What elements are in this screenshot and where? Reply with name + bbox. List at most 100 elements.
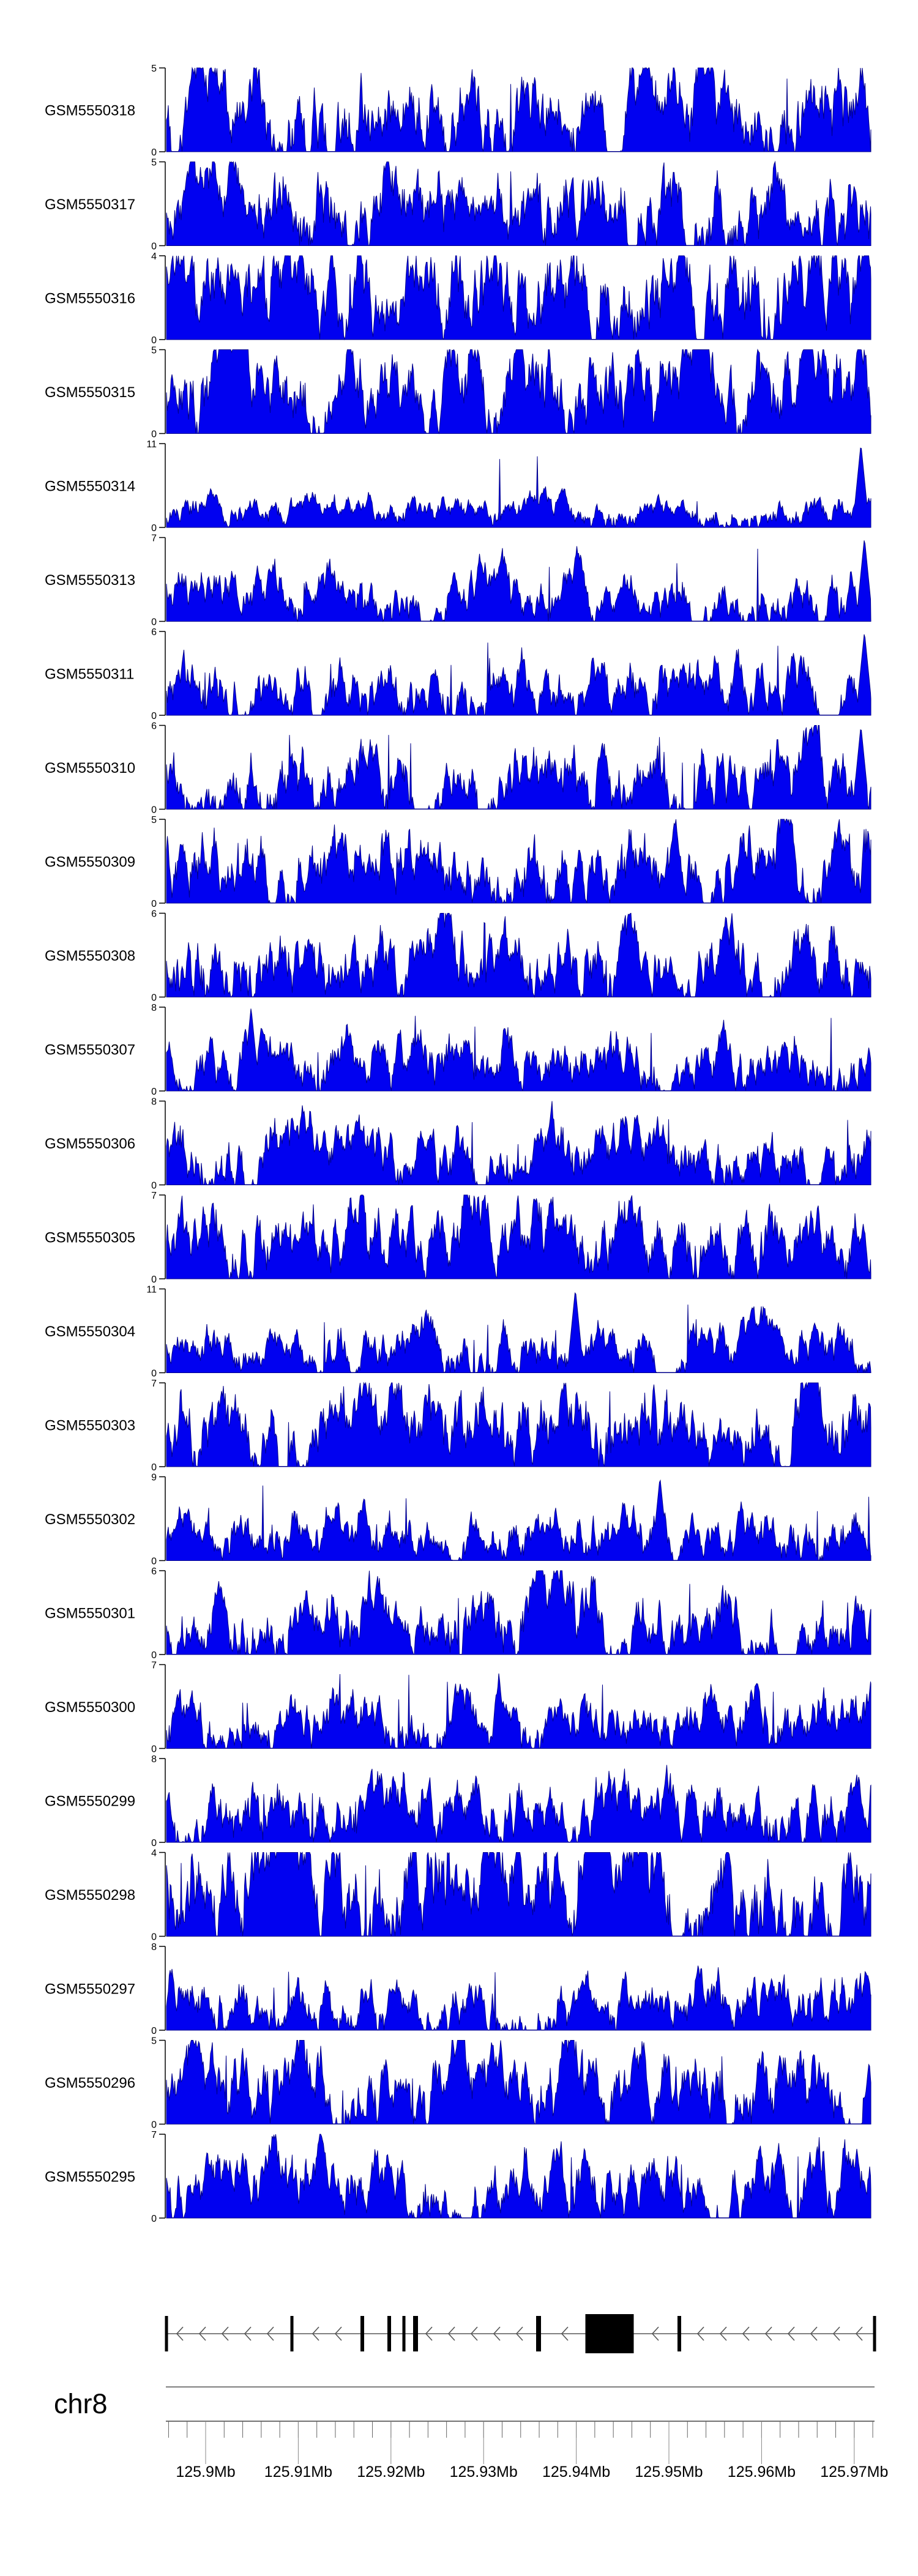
signal-track: GSM5550316 4 0 xyxy=(45,251,871,346)
track-label: GSM5550299 xyxy=(45,1793,135,1810)
strand-chevron xyxy=(244,2326,252,2341)
signal-area xyxy=(166,912,871,998)
track-zero-label: 0 xyxy=(151,335,157,346)
coord-label: 125.9Mb xyxy=(176,2463,235,2481)
signal-area xyxy=(166,67,871,152)
track-ymax-label: 4 xyxy=(151,251,157,262)
strand-chevron xyxy=(764,2326,772,2341)
signal-area xyxy=(166,2040,871,2125)
track-zero-label: 0 xyxy=(151,1557,157,1567)
signal-area xyxy=(166,725,871,810)
track-label: GSM5550316 xyxy=(45,291,135,307)
track-ymax-label: 5 xyxy=(151,158,157,168)
strand-chevron xyxy=(447,2326,455,2341)
track-zero-label: 0 xyxy=(151,1744,157,1755)
track-label: GSM5550305 xyxy=(45,1230,135,1246)
signal-area xyxy=(166,1194,871,1279)
exon-rect xyxy=(165,2316,168,2351)
track-label: GSM5550304 xyxy=(45,1323,135,1340)
signal-track: GSM5550318 5 0 xyxy=(45,64,871,158)
signal-track: GSM5550298 4 0 xyxy=(45,1848,871,1943)
signal-track: GSM5550309 5 0 xyxy=(45,815,871,909)
track-zero-label: 0 xyxy=(151,1838,157,1848)
track-ymax-label: 11 xyxy=(146,1285,157,1295)
signal-track: GSM5550302 9 0 xyxy=(45,1473,871,1567)
track-zero-label: 0 xyxy=(151,1275,157,1285)
signal-track: GSM5550313 7 0 xyxy=(45,534,871,628)
gene-model xyxy=(165,2314,876,2353)
track-zero-label: 0 xyxy=(151,711,157,721)
track-zero-label: 0 xyxy=(151,2120,157,2131)
strand-chevron xyxy=(855,2326,863,2341)
exon-rect xyxy=(585,2314,634,2353)
strand-chevron xyxy=(810,2326,818,2341)
track-zero-label: 0 xyxy=(151,993,157,1003)
exon-rect xyxy=(677,2316,681,2351)
track-ymax-label: 7 xyxy=(151,534,157,544)
strand-chevron xyxy=(312,2326,319,2341)
track-label: GSM5550309 xyxy=(45,854,135,871)
signal-track: GSM5550296 5 0 xyxy=(45,2036,871,2131)
signal-area xyxy=(166,540,871,622)
strand-chevron xyxy=(515,2326,523,2341)
signal-area xyxy=(166,255,871,341)
track-zero-label: 0 xyxy=(151,2026,157,2036)
track-ymax-label: 8 xyxy=(151,1003,157,1013)
strand-chevron xyxy=(787,2326,795,2341)
coordinate-ruler: 125.9Mb 125.91Mb 125.92Mb 125.93Mb 125.94Mb 1… xyxy=(166,2386,888,2481)
track-ymax-label: 7 xyxy=(151,1661,157,1671)
coord-label: 125.96Mb xyxy=(728,2463,796,2481)
signal-area xyxy=(166,447,871,528)
track-ymax-label: 4 xyxy=(151,1848,157,1859)
signal-area xyxy=(166,1965,871,2031)
signal-area xyxy=(166,1101,871,1186)
strand-chevron xyxy=(651,2326,659,2341)
track-label: GSM5550308 xyxy=(45,948,135,964)
track-label: GSM5550315 xyxy=(45,384,135,401)
track-zero-label: 0 xyxy=(151,899,157,909)
track-label: GSM5550295 xyxy=(45,2169,135,2186)
signal-area xyxy=(166,1673,871,1749)
strand-chevron xyxy=(742,2326,750,2341)
track-zero-label: 0 xyxy=(151,430,157,440)
signal-track: GSM5550315 5 0 xyxy=(45,346,871,440)
exon-rect xyxy=(873,2316,876,2351)
strand-chevron xyxy=(561,2326,569,2341)
signal-track: GSM5550297 8 0 xyxy=(45,1942,871,2036)
strand-chevron xyxy=(266,2326,274,2341)
track-label: GSM5550314 xyxy=(45,478,135,495)
signal-track: GSM5550306 8 0 xyxy=(45,1097,871,1191)
signal-area xyxy=(166,348,871,434)
signal-area xyxy=(166,1008,871,1092)
signal-track: GSM5550301 6 0 xyxy=(45,1566,871,1661)
strand-chevron xyxy=(176,2326,184,2341)
track-ymax-label: 11 xyxy=(146,439,157,450)
exon-rect xyxy=(387,2316,391,2351)
signal-area xyxy=(166,1765,871,1844)
track-label: GSM5550311 xyxy=(45,666,134,683)
signal-track: GSM5550299 8 0 xyxy=(45,1754,871,1848)
track-zero-label: 0 xyxy=(151,1462,157,1473)
strand-chevron xyxy=(832,2326,840,2341)
coord-label: 125.94Mb xyxy=(542,2463,610,2481)
strand-chevron xyxy=(470,2326,478,2341)
track-zero-label: 0 xyxy=(151,1181,157,1191)
track-zero-label: 0 xyxy=(151,1932,157,1943)
coord-label: 125.93Mb xyxy=(450,2463,518,2481)
track-ymax-label: 6 xyxy=(151,909,157,920)
signal-track: GSM5550295 7 0 xyxy=(45,2130,871,2224)
signal-track: GSM5550308 6 0 xyxy=(45,909,871,1003)
track-label: GSM5550303 xyxy=(45,1418,135,1434)
exon-rect xyxy=(413,2316,418,2351)
signal-track: GSM5550304 11 0 xyxy=(45,1285,871,1379)
signal-area xyxy=(166,634,871,716)
strand-chevron xyxy=(198,2326,206,2341)
signal-track: GSM5550307 8 0 xyxy=(45,1003,871,1097)
track-ymax-label: 8 xyxy=(151,1754,157,1765)
strand-chevron xyxy=(696,2326,704,2341)
track-label: GSM5550298 xyxy=(45,1887,135,1904)
signal-area xyxy=(166,1292,871,1373)
exon-rect xyxy=(290,2316,294,2351)
coord-label: 125.91Mb xyxy=(264,2463,332,2481)
coord-label: 125.95Mb xyxy=(635,2463,703,2481)
